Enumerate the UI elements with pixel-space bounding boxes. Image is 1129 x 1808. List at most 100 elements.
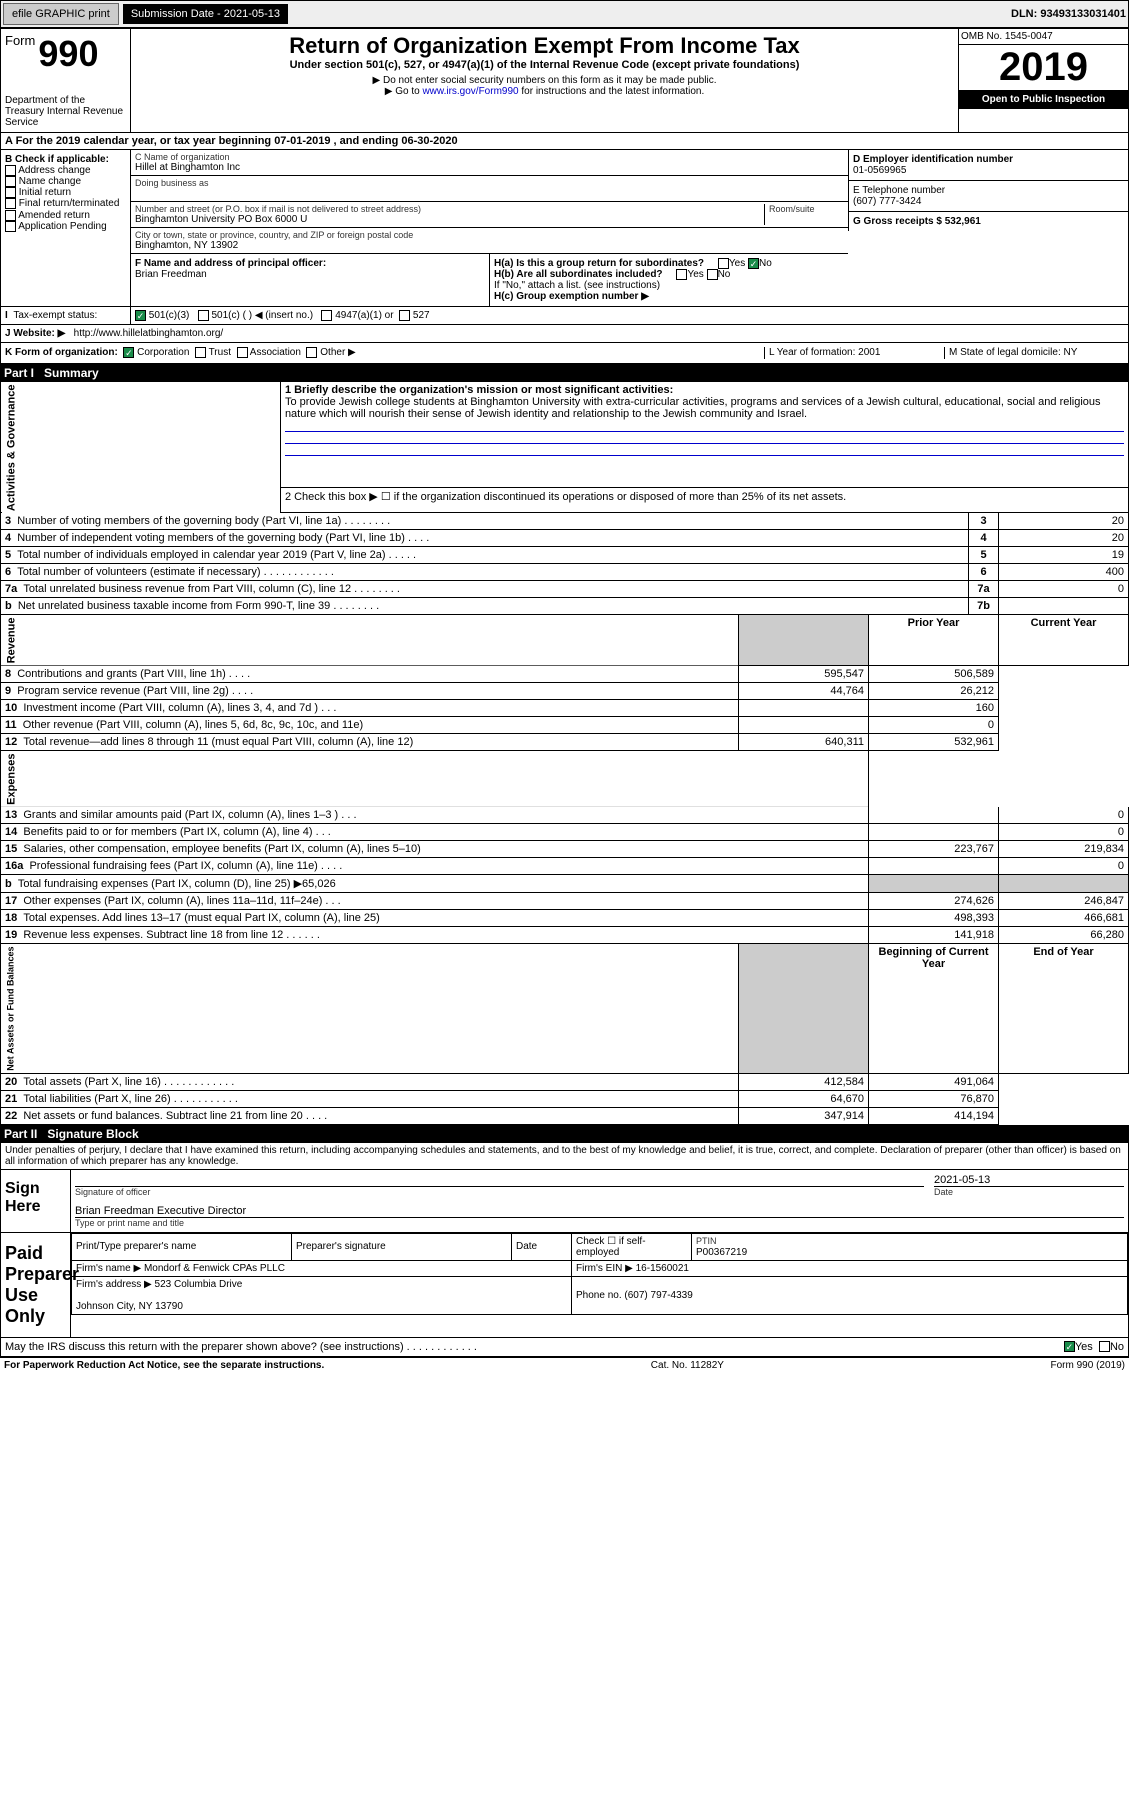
table-row: 9 Program service revenue (Part VIII, li… bbox=[1, 682, 1129, 699]
goto-prefix: ▶ Go to bbox=[385, 86, 423, 97]
side-revenue: Revenue bbox=[1, 615, 739, 665]
form-title: Return of Organization Exempt From Incom… bbox=[135, 33, 954, 59]
form-number: 990 bbox=[38, 33, 98, 74]
box-b: B Check if applicable: Address change Na… bbox=[1, 150, 131, 306]
penalties-text: Under penalties of perjury, I declare th… bbox=[0, 1143, 1129, 1170]
table-row: 13 Grants and similar amounts paid (Part… bbox=[1, 807, 1129, 824]
website-url: http://www.hillelatbinghamton.org/ bbox=[74, 328, 224, 339]
efile-print-button[interactable]: efile GRAPHIC print bbox=[3, 3, 119, 25]
ein: 01-0569965 bbox=[853, 165, 1124, 176]
summary-table: Activities & Governance 1 Briefly descri… bbox=[0, 382, 1129, 616]
dept-label: Department of the Treasury Internal Reve… bbox=[5, 95, 126, 128]
box-deg: D Employer identification number 01-0569… bbox=[848, 150, 1128, 306]
check-trust[interactable] bbox=[195, 347, 206, 358]
table-row: 17 Other expenses (Part IX, column (A), … bbox=[1, 893, 1129, 910]
phone: (607) 777-3424 bbox=[853, 196, 1124, 207]
org-form-row: K Form of organization: ✓ Corporation Tr… bbox=[0, 343, 1129, 363]
table-row: 8 Contributions and grants (Part VIII, l… bbox=[1, 665, 1129, 682]
revenue-table: Revenue Prior Year Current Year 8 Contri… bbox=[0, 615, 1129, 751]
tax-status-row: I Tax-exempt status: ✓ 501(c)(3) 501(c) … bbox=[0, 307, 1129, 325]
org-name: Hillel at Binghamton Inc bbox=[135, 162, 844, 173]
firm-phone: (607) 797-4339 bbox=[624, 1290, 692, 1301]
open-public-badge: Open to Public Inspection bbox=[959, 90, 1128, 109]
table-row: 12 Total revenue—add lines 8 through 11 … bbox=[1, 733, 1129, 750]
table-row: 10 Investment income (Part VIII, column … bbox=[1, 699, 1129, 716]
page-footer: For Paperwork Reduction Act Notice, see … bbox=[0, 1357, 1129, 1373]
ha-no[interactable]: ✓ bbox=[748, 258, 759, 269]
ptin: P00367219 bbox=[696, 1247, 747, 1258]
check-amended-return[interactable] bbox=[5, 210, 16, 221]
entity-block: B Check if applicable: Address change Na… bbox=[0, 150, 1129, 307]
part1-header: Part I Summary bbox=[0, 364, 1129, 382]
table-row: 4 Number of independent voting members o… bbox=[1, 530, 1129, 547]
org-address: Binghamton University PO Box 6000 U bbox=[135, 214, 764, 225]
table-row: 21 Total liabilities (Part X, line 26) .… bbox=[1, 1090, 1129, 1107]
table-row: 19 Revenue less expenses. Subtract line … bbox=[1, 927, 1129, 944]
expenses-table: Expenses 13 Grants and similar amounts p… bbox=[0, 751, 1129, 944]
check-other[interactable] bbox=[306, 347, 317, 358]
check-assoc[interactable] bbox=[237, 347, 248, 358]
firm-name: Mondorf & Fenwick CPAs PLLC bbox=[144, 1263, 285, 1274]
sign-here-block: Sign Here Signature of officer 2021-05-1… bbox=[0, 1170, 1129, 1233]
form-subtitle: Under section 501(c), 527, or 4947(a)(1)… bbox=[135, 59, 954, 71]
omb-number: OMB No. 1545-0047 bbox=[959, 29, 1128, 45]
side-netassets: Net Assets or Fund Balances bbox=[1, 944, 739, 1073]
dln-label: DLN: 93493133031401 bbox=[1011, 8, 1126, 20]
side-expenses: Expenses bbox=[1, 751, 869, 807]
mission-text: To provide Jewish college students at Bi… bbox=[285, 396, 1101, 420]
officer-name: Brian Freedman bbox=[135, 269, 485, 280]
gross-receipts: G Gross receipts $ 532,961 bbox=[853, 216, 981, 227]
table-row: 11 Other revenue (Part VIII, column (A),… bbox=[1, 716, 1129, 733]
table-row: 15 Salaries, other compensation, employe… bbox=[1, 841, 1129, 858]
check-application-pending[interactable] bbox=[5, 221, 16, 232]
table-row: 18 Total expenses. Add lines 13–17 (must… bbox=[1, 910, 1129, 927]
form-word: Form bbox=[5, 33, 35, 48]
table-row: 20 Total assets (Part X, line 16) . . . … bbox=[1, 1073, 1129, 1090]
table-row: 5 Total number of individuals employed i… bbox=[1, 547, 1129, 564]
check-501c[interactable] bbox=[198, 310, 209, 321]
year-formation: L Year of formation: 2001 bbox=[764, 347, 944, 358]
submission-date: Submission Date - 2021-05-13 bbox=[123, 4, 288, 24]
table-row: 16a Professional fundraising fees (Part … bbox=[1, 858, 1129, 875]
table-row: 6 Total number of volunteers (estimate i… bbox=[1, 564, 1129, 581]
state-domicile: M State of legal domicile: NY bbox=[944, 347, 1124, 358]
part2-header: Part II Signature Block bbox=[0, 1125, 1129, 1143]
table-row: 22 Net assets or fund balances. Subtract… bbox=[1, 1107, 1129, 1124]
check-address-change[interactable] bbox=[5, 165, 16, 176]
check-501c3[interactable]: ✓ bbox=[135, 310, 146, 321]
table-row: 7a Total unrelated business revenue from… bbox=[1, 581, 1129, 598]
table-row: b Net unrelated business taxable income … bbox=[1, 598, 1129, 615]
check-name-change[interactable] bbox=[5, 176, 16, 187]
check-527[interactable] bbox=[399, 310, 410, 321]
ha-yes[interactable] bbox=[718, 258, 729, 269]
check-corp[interactable]: ✓ bbox=[123, 347, 134, 358]
discuss-no[interactable] bbox=[1099, 1341, 1110, 1352]
paid-preparer-block: Paid Preparer Use Only Print/Type prepar… bbox=[0, 1233, 1129, 1338]
hb-no[interactable] bbox=[707, 269, 718, 280]
website-row: J Website: ▶ http://www.hillelatbinghamt… bbox=[0, 325, 1129, 343]
irs-link[interactable]: www.irs.gov/Form990 bbox=[422, 86, 518, 97]
check-final-return[interactable] bbox=[5, 198, 16, 209]
check-initial-return[interactable] bbox=[5, 187, 16, 198]
officer-print-name: Brian Freedman Executive Director bbox=[75, 1205, 1124, 1217]
discuss-yes[interactable]: ✓ bbox=[1064, 1341, 1075, 1352]
efile-header: efile GRAPHIC print Submission Date - 20… bbox=[0, 0, 1129, 28]
table-row: 3 Number of voting members of the govern… bbox=[1, 513, 1129, 530]
goto-suffix: for instructions and the latest informat… bbox=[521, 86, 704, 97]
form-header: Form 990 Department of the Treasury Inte… bbox=[0, 28, 1129, 133]
tax-year: 2019 bbox=[959, 45, 1128, 90]
check-4947[interactable] bbox=[321, 310, 332, 321]
table-row: b Total fundraising expenses (Part IX, c… bbox=[1, 875, 1129, 893]
table-row: 14 Benefits paid to or for members (Part… bbox=[1, 824, 1129, 841]
netassets-table: Net Assets or Fund Balances Beginning of… bbox=[0, 944, 1129, 1124]
period-row: A For the 2019 calendar year, or tax yea… bbox=[0, 133, 1129, 150]
firm-address: 523 Columbia Drive bbox=[155, 1279, 243, 1290]
side-activities: Activities & Governance bbox=[1, 382, 281, 513]
firm-ein: 16-1560021 bbox=[636, 1263, 689, 1274]
org-city: Binghamton, NY 13902 bbox=[135, 240, 844, 251]
ssn-note: ▶ Do not enter social security numbers o… bbox=[135, 75, 954, 86]
hb-yes[interactable] bbox=[676, 269, 687, 280]
box-c: C Name of organization Hillel at Bingham… bbox=[131, 150, 848, 306]
firm-city: Johnson City, NY 13790 bbox=[76, 1301, 183, 1312]
discuss-row: May the IRS discuss this return with the… bbox=[0, 1338, 1129, 1357]
